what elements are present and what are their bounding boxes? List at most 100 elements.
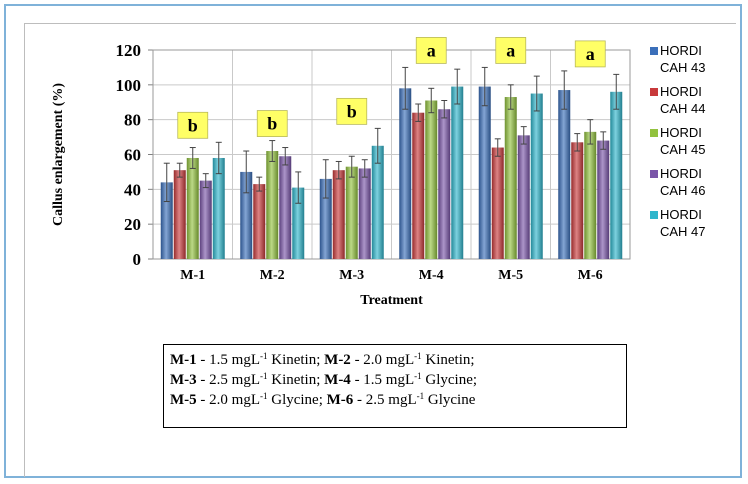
treatment-legend-box: M-1 - 1.5 mgL-1 Kinetin; M-2 - 2.0 mgL-1… bbox=[163, 344, 627, 428]
bar-M-5-HORDI-CAH-47 bbox=[530, 93, 543, 260]
bar-M-1-HORDI-CAH-47 bbox=[212, 157, 225, 259]
bar-M-3-HORDI-CAH-46 bbox=[358, 168, 371, 259]
bar-M-6-HORDI-CAH-43 bbox=[558, 90, 571, 259]
legend-label-1-line1: HORDI bbox=[660, 43, 702, 58]
treatment-dose: - 2.0 mgL bbox=[196, 392, 260, 408]
treatment-code: M-6 bbox=[326, 392, 354, 408]
figure-frame: 0 20 40 60 80 100 120 M-1 M-2 M-3 M-4 M-5 M-6 b b b a a a T… bbox=[4, 4, 742, 478]
bar-M-6-HORDI-CAH-44 bbox=[571, 142, 584, 259]
bar-M-4-HORDI-CAH-44 bbox=[412, 112, 425, 259]
legend-label-2-line2: CAH 44 bbox=[660, 101, 706, 116]
treatment-code: M-4 bbox=[324, 372, 351, 388]
unit-exponent: -1 bbox=[416, 391, 425, 401]
bar-M-5-HORDI-CAH-44 bbox=[491, 147, 504, 259]
unit-exponent: -1 bbox=[259, 391, 268, 401]
treatment-code: M-1 bbox=[170, 352, 197, 368]
significance-label-M-6: a bbox=[586, 44, 595, 64]
legend-swatch-4 bbox=[650, 170, 658, 178]
legend-swatch-3 bbox=[650, 129, 658, 137]
treatment-compound: Glycine; bbox=[421, 372, 478, 388]
x-axis-title: Treatment bbox=[360, 293, 423, 308]
x-tick-label-M-6: M-6 bbox=[578, 268, 603, 283]
legend-label-4-line2: CAH 46 bbox=[660, 183, 706, 198]
bar-M-1-HORDI-CAH-46 bbox=[199, 180, 212, 259]
legend-label-4-line1: HORDI bbox=[660, 166, 702, 181]
bar-M-4-HORDI-CAH-45 bbox=[425, 100, 438, 259]
treatment-dose: - 1.5 mgL bbox=[196, 352, 260, 368]
legend-label-3-line2: CAH 45 bbox=[660, 142, 706, 157]
caption-line-1: M-1 - 1.5 mgL-1 Kinetin; M-2 - 2.0 mgL-1… bbox=[170, 350, 626, 370]
legend-label-3-line1: HORDI bbox=[660, 125, 702, 140]
y-tick-label-100: 100 bbox=[116, 76, 142, 95]
bar-M-2-HORDI-CAH-46 bbox=[279, 156, 292, 259]
bar-M-4-HORDI-CAH-46 bbox=[438, 109, 451, 259]
treatment-compound: Kinetin; bbox=[421, 352, 475, 368]
bar-M-2-HORDI-CAH-43 bbox=[240, 171, 253, 259]
x-tick-label-M-4: M-4 bbox=[419, 268, 444, 283]
bar-M-6-HORDI-CAH-46 bbox=[597, 140, 610, 259]
treatment-dose: - 2.5 mgL bbox=[196, 372, 260, 388]
plot-border bbox=[152, 49, 631, 260]
caption-line-3: M-5 - 2.0 mgL-1 Glycine; M-6 - 2.5 mgL-1… bbox=[170, 390, 626, 410]
bar-M-6-HORDI-CAH-47 bbox=[610, 91, 623, 259]
x-tick-label-M-2: M-2 bbox=[260, 268, 285, 283]
treatment-code: M-5 bbox=[170, 392, 197, 408]
significance-box-M-6 bbox=[574, 40, 606, 68]
treatment-code: M-2 bbox=[324, 352, 351, 368]
significance-box-M-4 bbox=[415, 37, 447, 64]
significance-label-M-4: a bbox=[427, 40, 436, 60]
significance-label-M-5: a bbox=[506, 40, 515, 60]
x-tick-label-M-5: M-5 bbox=[498, 268, 523, 283]
bar-M-5-HORDI-CAH-45 bbox=[504, 97, 517, 260]
bar-M-1-HORDI-CAH-45 bbox=[186, 157, 199, 259]
significance-label-M-3: b bbox=[347, 101, 357, 121]
significance-box-M-1 bbox=[177, 111, 209, 139]
y-tick-label-0: 0 bbox=[133, 250, 142, 269]
unit-exponent: -1 bbox=[259, 371, 268, 381]
bar-M-2-HORDI-CAH-45 bbox=[266, 151, 279, 259]
x-tick-label-M-1: M-1 bbox=[180, 268, 205, 283]
unit-exponent: -1 bbox=[414, 371, 422, 381]
significance-box-M-3 bbox=[336, 97, 368, 125]
y-tick-label-60: 60 bbox=[124, 146, 141, 165]
bar-M-3-HORDI-CAH-43 bbox=[319, 178, 332, 259]
significance-label-M-2: b bbox=[267, 114, 277, 134]
chart-area-border bbox=[24, 23, 736, 477]
bar-M-3-HORDI-CAH-47 bbox=[371, 145, 384, 259]
treatment-dose: - 2.0 mgL bbox=[350, 352, 415, 368]
significance-box-M-5 bbox=[495, 37, 527, 64]
y-tick-label-80: 80 bbox=[124, 111, 141, 130]
bar-M-2-HORDI-CAH-47 bbox=[292, 187, 305, 259]
treatment-code: M-3 bbox=[170, 372, 197, 388]
y-tick-label-20: 20 bbox=[124, 215, 141, 234]
bar-M-4-HORDI-CAH-43 bbox=[399, 88, 412, 259]
legend-swatch-2 bbox=[650, 88, 658, 96]
bar-M-2-HORDI-CAH-44 bbox=[253, 184, 266, 259]
unit-exponent: -1 bbox=[414, 351, 422, 361]
bar-M-5-HORDI-CAH-46 bbox=[517, 135, 530, 259]
caption-line-2: M-3 - 2.5 mgL-1 Kinetin; M-4 - 1.5 mgL-1… bbox=[170, 370, 626, 390]
bar-M-1-HORDI-CAH-44 bbox=[173, 170, 186, 259]
bar-chart: 0 20 40 60 80 100 120 M-1 M-2 M-3 M-4 M-5 M-6 b b b a a a T… bbox=[51, 37, 706, 308]
y-tick-label-120: 120 bbox=[116, 41, 142, 60]
y-axis-title: Callus enlargement (%) bbox=[51, 83, 66, 226]
legend-label-5-line2: CAH 47 bbox=[660, 224, 706, 239]
significance-label-M-1: b bbox=[188, 115, 198, 135]
treatment-compound: Kinetin; bbox=[267, 352, 325, 368]
bar-M-5-HORDI-CAH-43 bbox=[478, 86, 491, 259]
treatment-dose: - 1.5 mgL bbox=[350, 372, 415, 388]
treatment-dose: - 2.5 mgL bbox=[353, 392, 417, 408]
legend-swatch-1 bbox=[650, 47, 658, 55]
bar-M-4-HORDI-CAH-47 bbox=[451, 86, 464, 259]
legend-swatch-5 bbox=[650, 211, 658, 219]
bar-M-6-HORDI-CAH-45 bbox=[584, 131, 597, 259]
treatment-compound: Glycine bbox=[424, 392, 476, 408]
legend-label-5-line1: HORDI bbox=[660, 207, 702, 222]
significance-box-M-2 bbox=[256, 110, 288, 137]
treatment-compound: Kinetin; bbox=[267, 372, 325, 388]
legend-label-2-line1: HORDI bbox=[660, 84, 702, 99]
treatment-compound: Glycine; bbox=[267, 392, 327, 408]
bar-M-3-HORDI-CAH-45 bbox=[345, 166, 358, 259]
x-tick-label-M-3: M-3 bbox=[339, 268, 364, 283]
bar-M-3-HORDI-CAH-44 bbox=[332, 170, 345, 259]
